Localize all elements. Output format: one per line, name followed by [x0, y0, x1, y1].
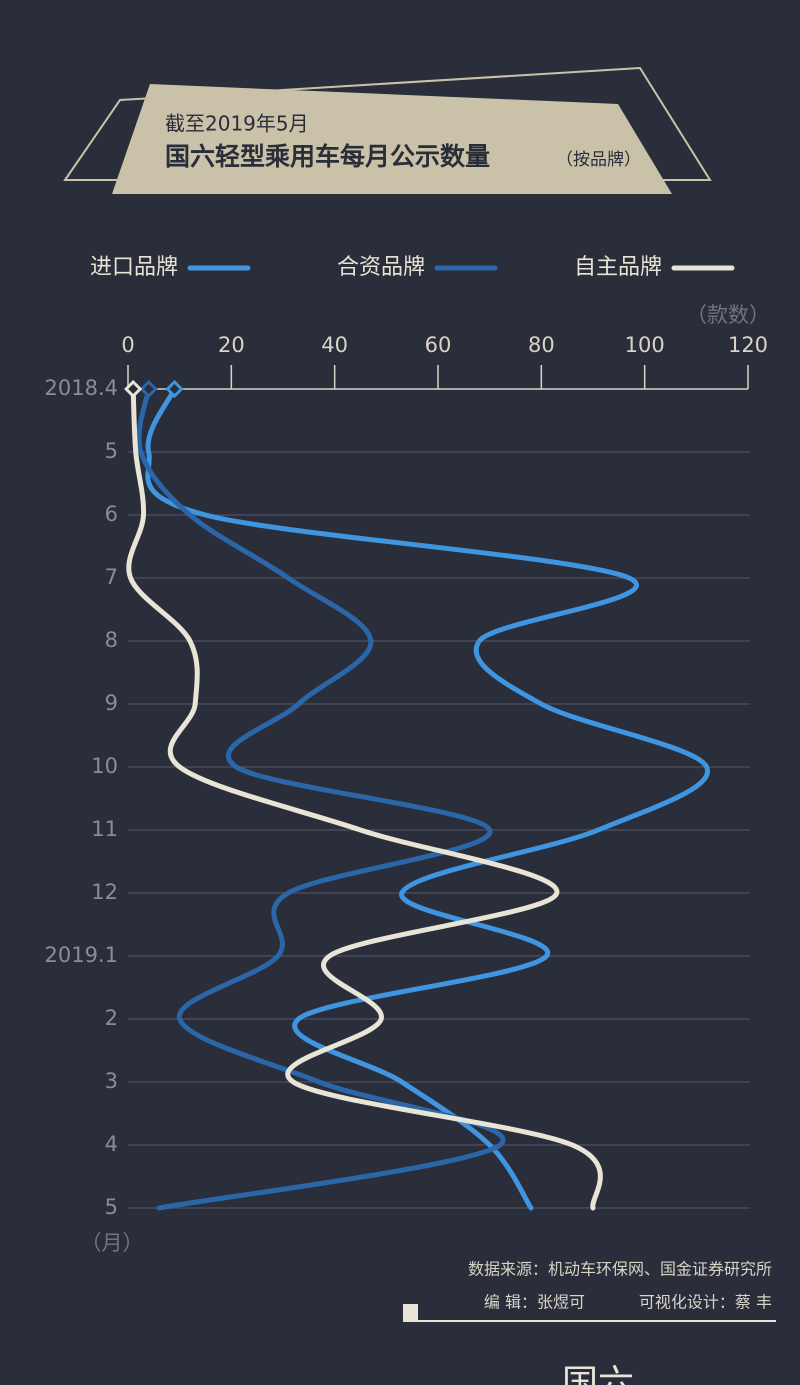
y-axis-label: （月） — [81, 1231, 144, 1255]
y-tick-label: 3 — [105, 1069, 118, 1093]
credit: 编 辑：张煜可 — [484, 1293, 585, 1312]
y-tick-label: 11 — [91, 817, 118, 841]
title-note: （按品牌） — [556, 150, 641, 170]
y-tick-label: 2019.1 — [45, 943, 118, 967]
y-tick-label: 2 — [105, 1006, 118, 1030]
start-marker — [165, 379, 184, 399]
x-axis-label: （款数） — [686, 303, 770, 327]
legend-label: 进口品牌 — [90, 255, 178, 280]
series-line — [136, 386, 506, 1211]
y-tick-label: 7 — [105, 565, 118, 589]
series-line — [126, 386, 603, 1211]
series-line — [145, 386, 710, 1211]
y-tick-label: 6 — [105, 502, 118, 526]
x-tick-label: 40 — [321, 333, 348, 357]
start-marker — [139, 379, 158, 399]
x-tick-label: 120 — [728, 333, 768, 357]
footer-cut-text: 国六 — [562, 1363, 634, 1385]
banner — [112, 84, 672, 194]
x-tick-label: 100 — [625, 333, 665, 357]
x-tick-label: 60 — [425, 333, 452, 357]
y-tick-label: 10 — [91, 754, 118, 778]
x-tick-label: 0 — [121, 333, 134, 357]
y-tick-label: 8 — [105, 628, 118, 652]
legend-label: 自主品牌 — [574, 255, 662, 280]
start-marker — [124, 379, 143, 399]
y-tick-label: 2018.4 — [45, 376, 118, 400]
x-tick-label: 20 — [218, 333, 245, 357]
footer-square — [403, 1304, 418, 1321]
x-tick-label: 80 — [528, 333, 555, 357]
y-tick-label: 4 — [105, 1132, 118, 1156]
credit: 可视化设计：蔡 丰 — [639, 1293, 772, 1312]
source: 数据来源：机动车环保网、国金证券研究所 — [468, 1260, 772, 1279]
chart-title: 国六轻型乘用车每月公示数量 — [165, 142, 490, 171]
y-tick-label: 9 — [105, 691, 118, 715]
subtitle: 截至2019年5月 — [165, 112, 309, 136]
y-tick-label: 5 — [105, 1195, 118, 1219]
legend-label: 合资品牌 — [337, 255, 425, 280]
y-tick-label: 12 — [91, 880, 118, 904]
y-tick-label: 5 — [105, 439, 118, 463]
